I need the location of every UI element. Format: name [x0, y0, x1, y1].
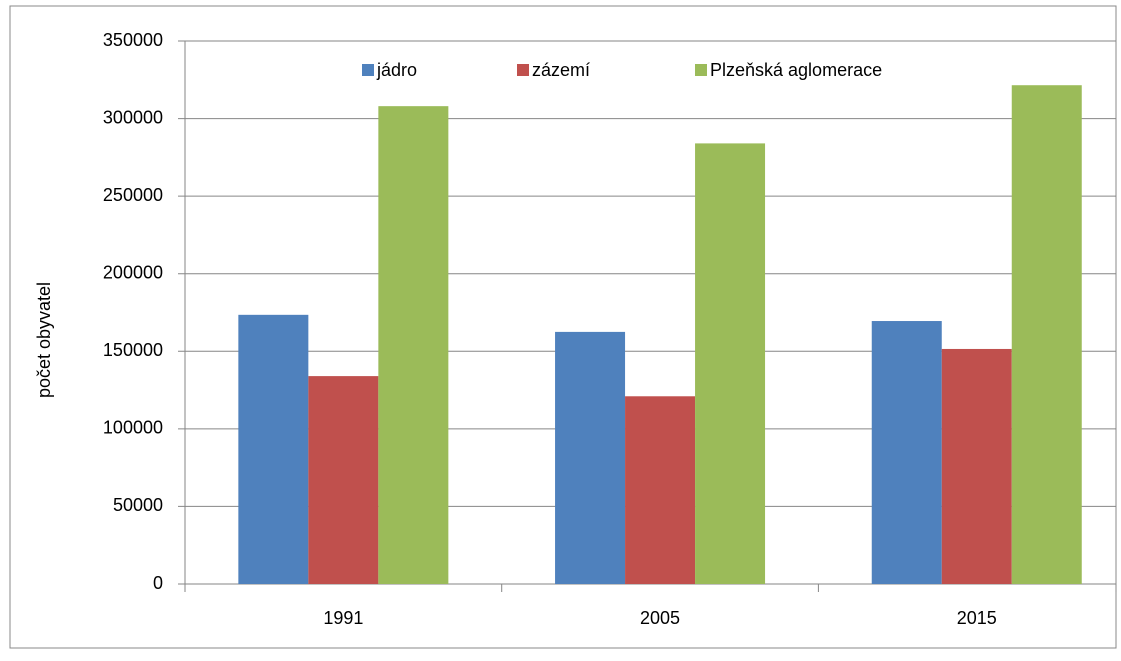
y-tick-label: 200000: [103, 262, 163, 282]
legend-label: jádro: [376, 60, 417, 80]
bar: [695, 143, 766, 584]
legend-swatch: [695, 64, 707, 76]
legend-label: Plzeňská aglomerace: [710, 60, 882, 80]
y-axis-label: počet obyvatel: [34, 282, 54, 398]
bar: [378, 106, 449, 584]
y-tick-label: 250000: [103, 185, 163, 205]
bar: [941, 348, 1012, 584]
x-tick-label: 2015: [957, 608, 997, 628]
bar: [625, 396, 696, 584]
y-tick-label: 0: [153, 573, 163, 593]
y-tick-label: 350000: [103, 30, 163, 50]
legend-label: zázemí: [532, 60, 590, 80]
bar: [871, 321, 942, 584]
legend-swatch: [517, 64, 529, 76]
x-tick-label: 2005: [640, 608, 680, 628]
y-tick-label: 150000: [103, 340, 163, 360]
legend-swatch: [362, 64, 374, 76]
bar: [308, 376, 379, 584]
x-tick-label: 1991: [323, 608, 363, 628]
y-tick-label: 50000: [113, 495, 163, 515]
bar: [555, 331, 626, 584]
bar: [238, 314, 309, 584]
bar: [1011, 85, 1082, 585]
y-tick-label: 100000: [103, 418, 163, 438]
y-tick-label: 300000: [103, 107, 163, 127]
